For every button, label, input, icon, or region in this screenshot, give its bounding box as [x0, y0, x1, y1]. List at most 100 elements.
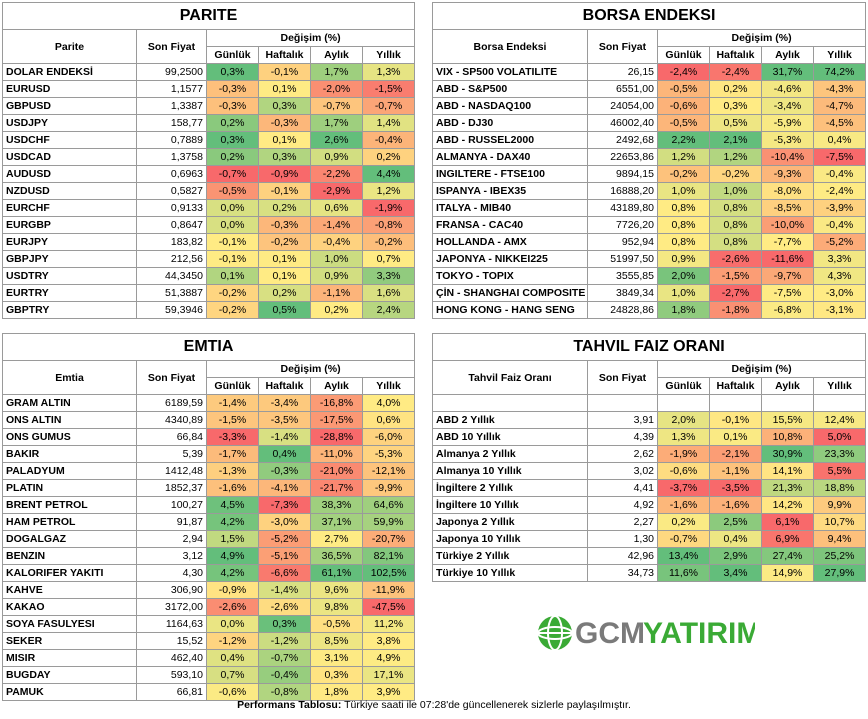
instrument-name: NZDUSD: [2, 182, 137, 200]
last-price: 4,39: [587, 428, 658, 446]
change-cell: -5,1%: [258, 547, 311, 565]
change-cell: 0,5%: [709, 114, 762, 132]
change-cell: -21,0%: [310, 462, 363, 480]
change-cell: 0,3%: [258, 615, 311, 633]
instrument-name: SEKER: [2, 632, 137, 650]
instrument-name: BENZIN: [2, 547, 137, 565]
last-price: 1164,63: [136, 615, 207, 633]
last-price: 3555,85: [587, 267, 658, 285]
change-cell: 2,2%: [657, 131, 710, 149]
change-cell: 1,0%: [657, 182, 710, 200]
period-row: Günlük Haftalık Aylık Yıllık: [433, 377, 867, 395]
instrument-name: GBPTRY: [2, 301, 137, 319]
change-cell: -2,9%: [310, 182, 363, 200]
data-row: Japonya 10 Yıllık 1,30 -0,7% 0,4% 6,9% 9,4%: [432, 530, 867, 548]
data-row: İngiltere 2 Yıllık 4,41 -3,7% -3,5% 21,3% 18,…: [432, 479, 867, 497]
change-cell: -2,6%: [258, 598, 311, 616]
period-header: Aylık: [310, 46, 363, 64]
change-cell: 14,9%: [761, 564, 814, 582]
change-cell: 9,6%: [310, 581, 363, 599]
change-cell: 8,5%: [310, 632, 363, 650]
change-cell: 4,2%: [206, 513, 259, 531]
change-cell: -0,2%: [258, 233, 311, 251]
change-cell: 1,0%: [709, 182, 762, 200]
data-row: GBPTRY 59,3946 -0,2% 0,5% 0,2% 2,4%: [2, 301, 416, 319]
last-price: 4,30: [136, 564, 207, 582]
name-header: Emtia: [2, 360, 137, 395]
price-header: Son Fiyat: [136, 29, 207, 64]
change-cell: -0,3%: [258, 114, 311, 132]
change-cell: -0,7%: [258, 649, 311, 667]
change-cell: 9,9%: [812, 496, 867, 514]
data-row: ABD - NASDAQ100 24054,00 -0,6% 0,3% -3,4% -4,…: [432, 97, 867, 115]
change-cell: -0,5%: [657, 80, 710, 98]
last-price: 51,3887: [136, 284, 207, 302]
period-header: Haftalık: [258, 46, 311, 64]
instrument-name: USDCHF: [2, 131, 137, 149]
last-price: 158,77: [136, 114, 207, 132]
change-cell: -9,9%: [361, 479, 416, 497]
change-cell: -3,3%: [206, 428, 259, 446]
change-cell: 0,3%: [206, 131, 259, 149]
data-row: ÇİN - SHANGHAI COMPOSITE 3849,34 1,0% -2,7%…: [432, 284, 867, 302]
data-row: ITALYA - MIB40 43189,80 0,8% 0,8% -8,5% -3,9%: [432, 199, 867, 217]
last-price: 22653,86: [587, 148, 658, 166]
data-row: BUGDAY 593,10 0,7% -0,4% 0,3% 17,1%: [2, 666, 416, 684]
change-cell: -6,8%: [761, 301, 814, 319]
last-price: 99,2500: [136, 63, 207, 81]
change-cell: 0,2%: [709, 80, 762, 98]
change-cell: -3,4%: [761, 97, 814, 115]
change-cell: -1,1%: [709, 462, 762, 480]
data-row: FRANSA - CAC40 7726,20 0,8% 0,8% -10,0% -0,4%: [432, 216, 867, 234]
instrument-name: BAKIR: [2, 445, 137, 463]
change-header: Değişim (%): [205, 29, 416, 47]
title-row: TAHVIL FAIZ ORANI: [431, 333, 867, 361]
change-cell: -0,1%: [709, 411, 762, 429]
instrument-name: Japonya 2 Yıllık: [432, 513, 588, 531]
price-header: Son Fiyat: [587, 29, 658, 64]
change-cell: 12,4%: [812, 411, 867, 429]
data-row: KAHVE 306,90 -0,9% -1,4% 9,6% -11,9%: [2, 581, 416, 599]
change-cell: 0,1%: [206, 267, 259, 285]
change-cell: 2,0%: [657, 267, 710, 285]
last-price: 9894,15: [587, 165, 658, 183]
change-cell: -0,7%: [310, 97, 363, 115]
change-cell: -2,4%: [812, 182, 867, 200]
data-table: BORSA ENDEKSI Borsa Endeksi Son Fiyat Değiş…: [431, 2, 867, 319]
change-cell: -2,7%: [709, 284, 762, 302]
instrument-name: MISIR: [2, 649, 137, 667]
period-header: Yıllık: [812, 46, 867, 64]
change-cell: -3,0%: [258, 513, 311, 531]
period-header: Yıllık: [812, 377, 867, 395]
header-row: Emtia Son Fiyat Değişim (%): [2, 360, 416, 395]
instrument-name: USDJPY: [2, 114, 137, 132]
change-cell: 102,5%: [361, 564, 416, 582]
last-price: 43189,80: [587, 199, 658, 217]
change-cell: -3,0%: [812, 284, 867, 302]
instrument-name: PLATIN: [2, 479, 137, 497]
data-row: PAMUK 66,81 -0,6% -0,8% 1,8% 3,9%: [2, 683, 416, 701]
name-header: Borsa Endeksi: [432, 29, 588, 64]
name-header: Parite: [2, 29, 137, 64]
change-header: Değişim (%): [656, 29, 867, 47]
change-cell: 1,0%: [657, 284, 710, 302]
change-cell: -1,2%: [258, 632, 311, 650]
data-row: JAPONYA - NIKKEI225 51997,50 0,9% -2,6% -11,…: [432, 250, 867, 268]
change-cell: 0,2%: [258, 199, 311, 217]
change-cell: 0,1%: [258, 131, 311, 149]
instrument-name: ABD - S&P500: [432, 80, 588, 98]
change-cell: 9,8%: [310, 598, 363, 616]
change-cell: 10,8%: [761, 428, 814, 446]
change-cell: 1,0%: [310, 250, 363, 268]
change-cell: -1,4%: [258, 428, 311, 446]
change-cell: -3,5%: [258, 411, 311, 429]
change-cell: 36,5%: [310, 547, 363, 565]
data-row: ABD 2 Yıllık 3,91 2,0% -0,1% 15,5% 12,4%: [432, 411, 867, 429]
data-row: Almanya 10 Yıllık 3,02 -0,6% -1,1% 14,1% 5,5%: [432, 462, 867, 480]
change-cell: 74,2%: [812, 63, 867, 81]
change-cell: -1,9%: [657, 445, 710, 463]
change-cell: -3,9%: [812, 199, 867, 217]
change-cell: -21,7%: [310, 479, 363, 497]
change-cell: -8,5%: [761, 199, 814, 217]
